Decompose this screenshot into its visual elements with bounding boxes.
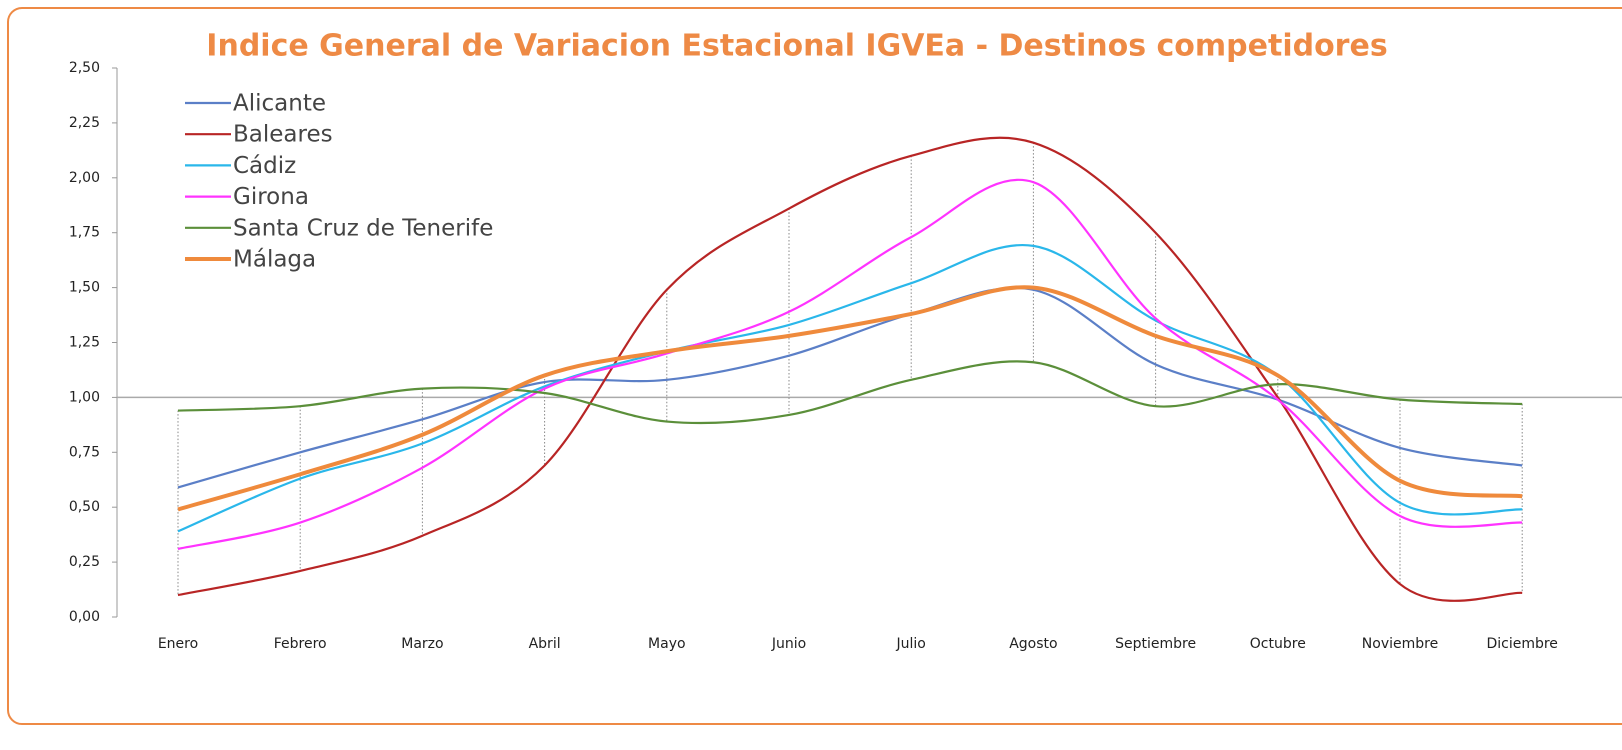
y-tick-label: 0,50 <box>69 499 100 515</box>
y-tick-label: 2,50 <box>69 60 100 76</box>
y-tick-label: 0,75 <box>69 444 100 460</box>
legend-label: Girona <box>233 184 309 210</box>
legend-label: Baleares <box>233 122 333 148</box>
x-tick-label: Mayo <box>648 636 686 652</box>
x-tick-label: Diciembre <box>1486 636 1557 652</box>
chart-title: Indice General de Variacion Estacional I… <box>206 29 1387 64</box>
series-line <box>177 286 1523 489</box>
x-tick-label: Julio <box>896 636 926 652</box>
series-line <box>177 136 1523 602</box>
x-tick-label: Agosto <box>1009 636 1057 652</box>
y-tick-label: 1,00 <box>69 389 100 405</box>
x-tick-label: Abril <box>529 636 561 652</box>
y-tick-label: 2,00 <box>69 170 100 186</box>
x-tick-label: Junio <box>771 636 806 652</box>
y-tick-label: 1,75 <box>69 225 100 241</box>
series-line <box>177 178 1523 550</box>
x-tick-label: Marzo <box>401 636 443 652</box>
legend-label: Málaga <box>233 247 316 273</box>
x-tick-label: Noviembre <box>1362 636 1438 652</box>
series-line <box>177 243 1523 533</box>
y-tick-label: 1,25 <box>69 335 100 351</box>
x-tick-label: Febrero <box>274 636 327 652</box>
x-tick-label: Septiembre <box>1115 636 1196 652</box>
x-tick-label: Enero <box>158 636 198 652</box>
x-tick-label: Octubre <box>1250 636 1306 652</box>
legend-label: Santa Cruz de Tenerife <box>233 215 493 241</box>
chart-border <box>7 7 1622 725</box>
y-tick-label: 0,00 <box>69 609 100 625</box>
y-tick-label: 1,50 <box>69 280 100 296</box>
y-tick-label: 2,25 <box>69 115 100 131</box>
legend-label: Cádiz <box>233 153 296 179</box>
series-line <box>177 285 1523 512</box>
legend-label: Alicante <box>233 91 326 117</box>
y-tick-label: 0,25 <box>69 554 100 570</box>
